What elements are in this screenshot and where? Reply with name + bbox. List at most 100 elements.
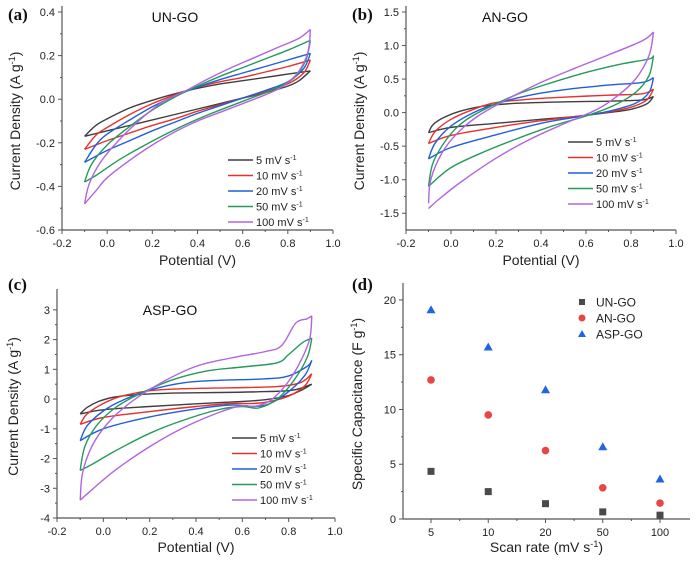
cv-curve-forward-4 bbox=[79, 315, 313, 501]
x-tick-label: 50 bbox=[597, 527, 609, 539]
y-tick-label: 5 bbox=[390, 459, 396, 471]
data-point-asp-go bbox=[483, 342, 493, 351]
legend-label: 50 mV s-1 bbox=[596, 183, 643, 196]
chart-title: ASP-GO bbox=[143, 302, 198, 318]
legend-label: 10 mV s-1 bbox=[256, 170, 303, 183]
cv-curve-reverse-2 bbox=[79, 360, 313, 442]
legend-label: ASP-GO bbox=[596, 328, 643, 342]
y-tick-label: -3 bbox=[40, 483, 50, 495]
cv-curve-reverse-0 bbox=[84, 70, 311, 137]
chart-panel-a: -0.6 -0.4 -0.2 0.0 0.2 0.4 -0.2 0.0 0.2 0.4 0.6 0.8… bbox=[7, 5, 341, 268]
data-point-asp-go bbox=[541, 385, 550, 394]
cv-curve-forward-3 bbox=[83, 39, 311, 183]
cv-curve-forward-4 bbox=[83, 28, 311, 204]
y-tick-label: 0.0 bbox=[40, 94, 55, 106]
x-tick-label: -0.2 bbox=[48, 526, 67, 538]
x-axis-title: Potential (V) bbox=[157, 539, 234, 555]
x-tick-label: 0.8 bbox=[281, 526, 296, 538]
x-tick-label: 0.0 bbox=[443, 238, 458, 250]
legend-label: AN-GO bbox=[596, 312, 635, 326]
data-point-un-go bbox=[599, 508, 607, 516]
y-axis-title: Current Density (A g-1) bbox=[5, 337, 21, 476]
data-point-an-go bbox=[541, 446, 550, 455]
cv-curve-reverse-4 bbox=[79, 315, 313, 501]
legend-marker bbox=[578, 330, 586, 337]
x-axis-title: Potential (V) bbox=[502, 252, 579, 268]
x-tick-label: 0.0 bbox=[96, 526, 111, 538]
data-point-un-go bbox=[427, 467, 435, 475]
cv-curve-forward-2 bbox=[427, 77, 654, 160]
x-tick-label: 0.8 bbox=[623, 238, 638, 250]
x-tick-label: 0.4 bbox=[190, 238, 205, 250]
legend-label: 20 mV s-1 bbox=[260, 463, 307, 476]
x-tick-label: 0.4 bbox=[533, 238, 548, 250]
y-tick-label: 15 bbox=[384, 350, 396, 362]
cv-curve-reverse-2 bbox=[428, 77, 655, 160]
x-tick-label: 0.0 bbox=[100, 238, 115, 250]
x-tick-label: 0.4 bbox=[188, 526, 203, 538]
legend-label: 20 mV s-1 bbox=[596, 167, 643, 180]
x-tick-label: 1.0 bbox=[668, 238, 683, 250]
y-tick-label: 0 bbox=[390, 514, 396, 526]
y-axis-title: Current Density (A g-1) bbox=[7, 52, 23, 191]
x-tick-label: 100 bbox=[651, 527, 669, 539]
y-tick-label: -4 bbox=[40, 513, 50, 525]
legend-label: 100 mV s-1 bbox=[256, 216, 309, 229]
x-tick-label: 10 bbox=[482, 527, 494, 539]
legend-label: 20 mV s-1 bbox=[256, 185, 303, 198]
x-tick-label: 0.6 bbox=[235, 238, 250, 250]
x-tick-label: -0.2 bbox=[397, 238, 416, 250]
data-point-an-go bbox=[656, 499, 664, 507]
data-point-asp-go bbox=[426, 305, 436, 314]
chart-panel-c: -4 -3 -2 -1 0 1 2 3 -0.2 0.0 0.2 0.4 0.6 0.8 1.0 Potent… bbox=[5, 275, 343, 555]
cv-curve-reverse-3 bbox=[79, 337, 313, 472]
y-axis-title: Specific Capacitance (F g-1) bbox=[349, 318, 365, 490]
y-tick-label: 0.2 bbox=[40, 51, 55, 63]
chart-title: UN-GO bbox=[152, 9, 199, 25]
cv-curve-reverse-4 bbox=[428, 31, 655, 210]
y-tick-label: -1.5 bbox=[380, 208, 399, 220]
y-tick-label: -0.5 bbox=[380, 141, 399, 153]
panel-label: (d) bbox=[352, 275, 373, 294]
cv-curve-forward-4 bbox=[427, 31, 654, 204]
y-tick-label: 1 bbox=[44, 364, 50, 376]
legend-marker bbox=[579, 299, 585, 305]
x-tick-label: 0.2 bbox=[142, 526, 157, 538]
y-tick-label: 2 bbox=[44, 335, 50, 347]
legend-label: 50 mV s-1 bbox=[256, 201, 303, 214]
x-axis-title: Scan rate (mV s-1) bbox=[490, 539, 603, 555]
cv-curve-reverse-0 bbox=[80, 383, 313, 415]
y-tick-label: 10 bbox=[384, 404, 396, 416]
legend-label: 10 mV s-1 bbox=[260, 448, 307, 461]
chart-panel-d: 0 5 10 15 20 5 10 20 50 100 Scan rate (mV s-1) Spec… bbox=[349, 275, 690, 555]
x-tick-label: 0.8 bbox=[280, 238, 295, 250]
data-point-an-go bbox=[427, 376, 435, 384]
legend-label: 5 mV s-1 bbox=[256, 154, 297, 167]
x-tick-label: -0.2 bbox=[53, 238, 72, 250]
x-tick-label: 1.0 bbox=[325, 238, 340, 250]
x-tick-label: 0.6 bbox=[578, 238, 593, 250]
y-tick-label: 0.0 bbox=[384, 108, 399, 120]
x-tick-label: 5 bbox=[428, 527, 434, 539]
data-point-un-go bbox=[656, 511, 664, 519]
data-point-asp-go bbox=[655, 474, 665, 483]
x-axis-title: Potential (V) bbox=[159, 252, 236, 268]
legend-label: 50 mV s-1 bbox=[260, 479, 307, 492]
y-tick-label: -1 bbox=[40, 424, 50, 436]
y-tick-label: 0 bbox=[44, 394, 50, 406]
y-tick-label: 1.5 bbox=[384, 7, 399, 19]
data-point-un-go bbox=[542, 500, 549, 508]
panel-label: (b) bbox=[352, 5, 373, 24]
chart-panel-b: -1.5 -1.0 -0.5 0.0 0.5 1.0 1.5 -0.2 0.0 0.2 0.4 0.6… bbox=[351, 5, 684, 268]
cv-curve-forward-0 bbox=[427, 95, 654, 134]
y-tick-label: -0.4 bbox=[36, 181, 55, 193]
legend-label: 100 mV s-1 bbox=[260, 494, 313, 507]
legend-label: 100 mV s-1 bbox=[596, 198, 649, 211]
legend-marker bbox=[578, 314, 586, 322]
data-point-un-go bbox=[484, 488, 492, 496]
chart-title: AN-GO bbox=[482, 9, 528, 25]
y-tick-label: 0.5 bbox=[384, 74, 399, 86]
x-tick-label: 0.2 bbox=[488, 238, 503, 250]
cv-curve-forward-2 bbox=[79, 359, 313, 441]
